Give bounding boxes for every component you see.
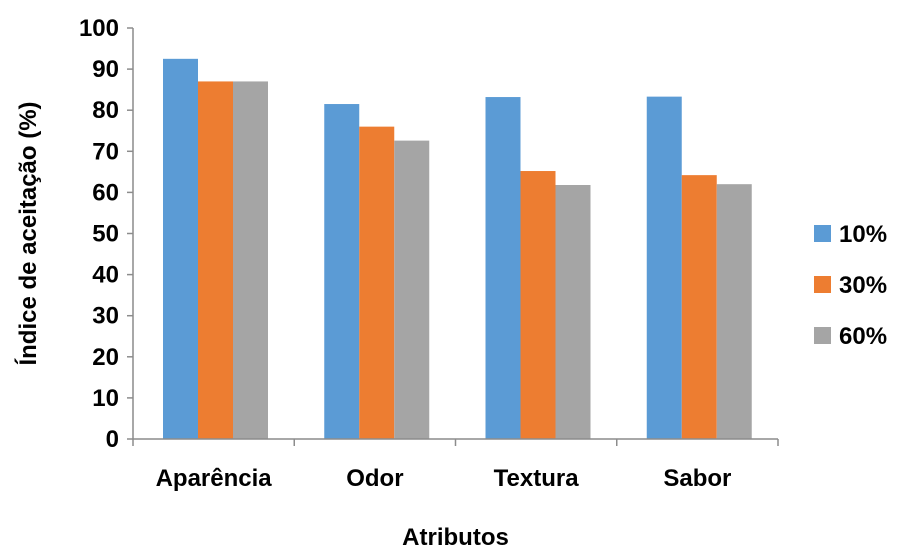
y-tick-label: 20 [92,344,119,371]
x-category-label: Aparência [156,465,273,492]
y-tick-label: 30 [92,303,119,330]
y-tick-label: 40 [92,262,119,289]
bar-10pct-textura [485,97,521,439]
bar-30pct-textura [520,171,556,439]
x-category-label: Odor [346,465,403,492]
x-category-label: Sabor [663,465,731,492]
y-tick-label: 80 [92,97,119,124]
bar-30pct-odor [359,126,395,439]
legend-swatch [814,276,831,293]
y-tick-label: 90 [92,56,119,83]
bar-60pct-textura [555,185,591,439]
x-axis-title: Atributos [402,524,509,551]
y-axis-title: Índice de aceitação (%) [14,101,42,365]
legend: 10% 30% 60% [814,221,887,350]
legend-label: 10% [839,221,887,248]
x-ticks-group: Aparência Odor Textura Sabor [132,439,779,492]
bar-60pct-sabor [716,184,752,439]
bars-group [163,58,752,440]
bar-10pct-aparência [163,58,198,439]
y-ticks-group: 0 10 20 30 40 50 60 70 80 90 100 [79,15,133,453]
bar-10pct-odor [324,104,360,439]
bar-30pct-sabor [681,175,717,439]
bar-60pct-odor [394,140,430,439]
y-tick-label: 70 [92,138,119,165]
x-category-label: Textura [494,465,580,492]
y-tick-label: 100 [79,15,119,42]
bar-30pct-aparência [198,81,233,440]
legend-label: 60% [839,323,887,350]
bar-10pct-sabor [646,96,682,440]
legend-swatch [814,327,831,344]
y-tick-label: 10 [92,385,119,412]
legend-swatch [814,225,831,242]
legend-label: 30% [839,272,887,299]
bar-60pct-aparência [233,81,268,440]
y-tick-label: 0 [106,426,119,453]
y-tick-label: 50 [92,221,119,248]
y-tick-label: 60 [92,179,119,206]
